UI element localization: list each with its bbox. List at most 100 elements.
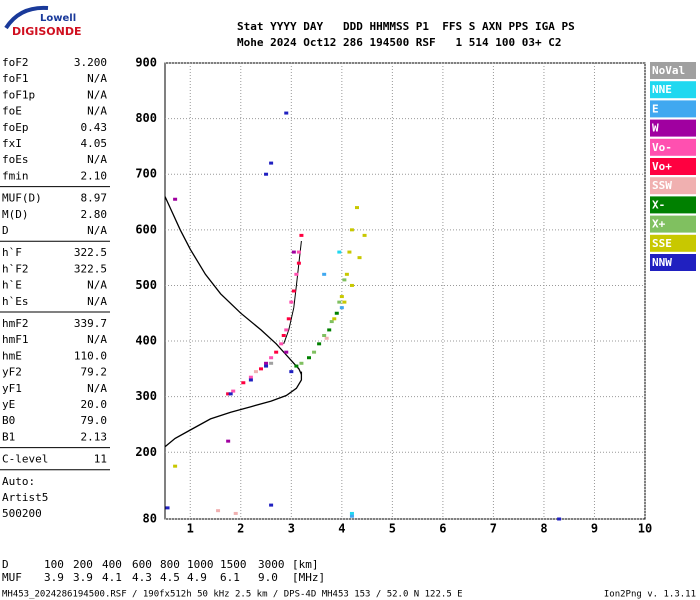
echo-point: [342, 278, 347, 282]
echo-point: [344, 272, 349, 276]
echo-point: [322, 272, 327, 276]
auto-text: Artist5: [2, 491, 48, 504]
echo-point: [284, 350, 289, 354]
param-value: N/A: [87, 88, 107, 101]
echo-point: [349, 511, 354, 515]
echo-point: [173, 464, 178, 468]
muf-cell: 4.3: [132, 571, 152, 584]
y-tick-label: 600: [135, 222, 157, 236]
param-value: N/A: [87, 279, 107, 292]
legend-label: X+: [652, 218, 666, 231]
legend-label: NNE: [652, 83, 672, 96]
param-label: fmin: [2, 169, 29, 182]
echo-point: [557, 517, 562, 521]
echo-point: [349, 514, 354, 518]
echo-point: [173, 197, 178, 201]
echo-point: [248, 378, 253, 382]
echo-point: [281, 333, 286, 337]
legend-label: SSW: [652, 179, 672, 192]
echo-point: [274, 350, 279, 354]
param-value: 0.43: [81, 121, 108, 134]
muf-cell: [MHz]: [292, 571, 325, 584]
y-tick-label: 700: [135, 167, 157, 181]
legend-label: NNW: [652, 256, 672, 269]
echo-point: [312, 350, 317, 354]
echo-point: [264, 361, 269, 365]
profile-curve: [283, 240, 302, 344]
x-tick-label: 2: [237, 522, 244, 536]
y-tick-label: 300: [135, 389, 157, 403]
param-label: yF1: [2, 382, 22, 395]
echo-point: [269, 503, 274, 507]
param-value: 3.200: [74, 56, 107, 69]
param-value: N/A: [87, 382, 107, 395]
echo-point: [349, 228, 354, 232]
param-value: 11: [94, 453, 107, 466]
echo-point: [216, 509, 221, 513]
y-tick-label: 200: [135, 445, 157, 459]
legend-swatch: [650, 62, 696, 79]
echo-point: [286, 317, 291, 321]
echo-point: [289, 370, 294, 374]
echo-point: [339, 306, 344, 310]
muf-cell: 3.9: [44, 571, 64, 584]
echo-point: [291, 289, 296, 293]
muf-cell: 100: [44, 558, 64, 571]
param-label: foF1: [2, 72, 29, 85]
muf-cell: 4.9: [187, 571, 207, 584]
y-tick-label: 80: [143, 512, 157, 526]
legend-label: Vo-: [652, 141, 672, 154]
y-tick-label: 800: [135, 111, 157, 125]
muf-cell: 400: [102, 558, 122, 571]
legend-label: X-: [652, 198, 665, 211]
echo-point: [279, 342, 284, 346]
legend-swatch: [650, 177, 696, 195]
footer-right: Ion2Png v. 1.3.11: [604, 590, 696, 600]
param-label: M(D): [2, 208, 29, 221]
param-label: h`F2: [2, 262, 29, 275]
param-value: 339.7: [74, 317, 107, 330]
muf-cell: MUF: [2, 571, 22, 584]
echo-point: [253, 370, 258, 374]
muf-cell: D: [2, 558, 9, 571]
echo-point: [294, 364, 299, 368]
muf-cell: [km]: [292, 558, 319, 571]
echo-point: [337, 250, 342, 254]
echo-point: [349, 283, 354, 287]
x-tick-label: 5: [389, 522, 396, 536]
y-tick-label: 400: [135, 334, 157, 348]
param-value: 2.13: [81, 430, 108, 443]
echo-point: [327, 328, 332, 332]
echo-point: [241, 381, 246, 385]
param-value: 8.97: [81, 192, 108, 205]
legend-swatch: [650, 196, 696, 214]
muf-cell: 200: [73, 558, 93, 571]
echo-point: [347, 250, 352, 254]
echo-point: [291, 250, 296, 254]
param-value: 20.0: [81, 398, 108, 411]
param-value: N/A: [87, 72, 107, 85]
echo-point: [269, 161, 274, 165]
param-value: 4.05: [81, 137, 108, 150]
echo-point: [299, 233, 304, 237]
param-label: B1: [2, 430, 15, 443]
muf-cell: 6.1: [220, 571, 240, 584]
param-label: hmF1: [2, 333, 29, 346]
muf-cell: 1500: [220, 558, 247, 571]
x-tick-label: 9: [591, 522, 598, 536]
plot-frame: [164, 62, 646, 520]
echo-point: [337, 300, 342, 304]
echo-point: [334, 311, 339, 315]
legend-label: SSE: [652, 237, 672, 250]
echo-point: [269, 356, 274, 360]
x-tick-label: 4: [338, 522, 345, 536]
param-value: 79.0: [81, 414, 108, 427]
profile-curve: [164, 371, 303, 448]
muf-cell: 4.1: [102, 571, 122, 584]
param-label: foF1p: [2, 88, 35, 101]
echo-point: [231, 389, 236, 393]
echo-point: [233, 511, 238, 515]
echo-point: [355, 206, 359, 210]
auto-text: Auto:: [2, 475, 35, 488]
param-value: N/A: [87, 295, 107, 308]
